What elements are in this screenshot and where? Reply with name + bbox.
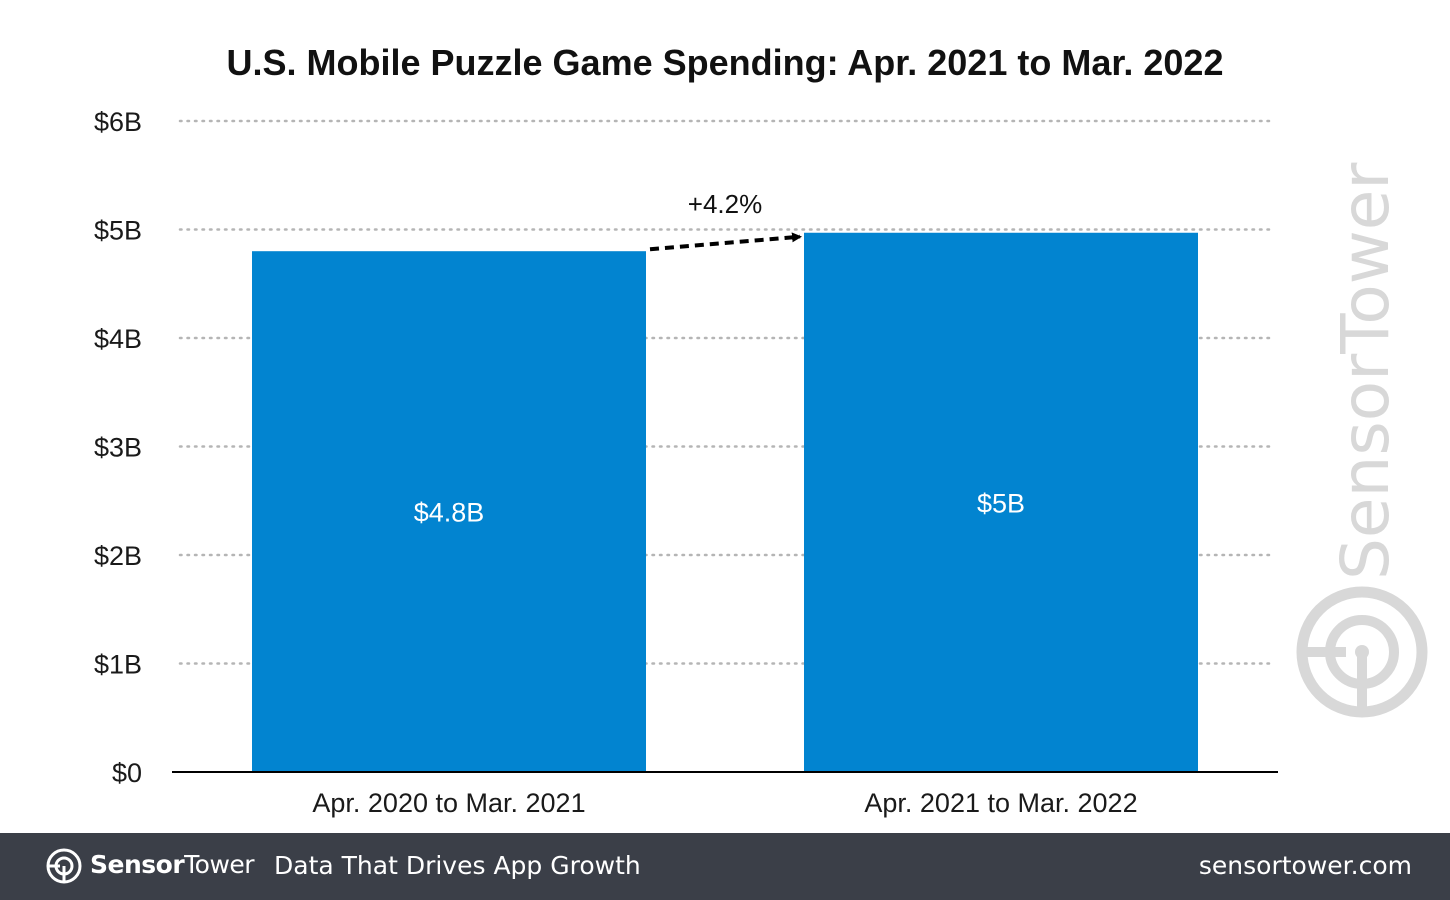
bars: $4.8B $5B [252, 232, 1198, 772]
y-tick-label: $6B [94, 107, 142, 137]
bar [252, 251, 646, 772]
y-tick-label: $5B [94, 216, 142, 246]
footer-tagline: Data That Drives App Growth [274, 851, 641, 880]
x-category-label: Apr. 2020 to Mar. 2021 [312, 788, 585, 818]
chart-title: U.S. Mobile Puzzle Game Spending: Apr. 2… [226, 42, 1224, 83]
footer-bar: SensorTower Data That Drives App Growth … [0, 833, 1450, 900]
y-tick-label: $0 [112, 758, 142, 788]
x-category-label: Apr. 2021 to Mar. 2022 [864, 788, 1137, 818]
watermark: SensorTower [1296, 162, 1428, 718]
y-tick-label: $3B [94, 433, 142, 463]
bar-value-label: $4.8B [414, 498, 485, 528]
chart-area: $0 $1B $2B $3B $4B $5B $6B $4.8B $5B Apr. 2020 … [94, 107, 1428, 818]
bar-value-label: $5B [977, 488, 1025, 518]
growth-annotation: +4.2% [649, 189, 802, 252]
growth-arrow [649, 232, 802, 252]
y-axis-ticks: $0 $1B $2B $3B $4B $5B $6B [94, 107, 142, 788]
sensortower-logo-icon [46, 848, 82, 884]
bar [804, 232, 1198, 772]
y-tick-label: $4B [94, 324, 142, 354]
sensortower-watermark-icon [1296, 586, 1428, 718]
footer-brand-rest: Tower [184, 850, 255, 879]
watermark-text: SensorTower [1327, 162, 1404, 580]
footer-brand: SensorTower [90, 850, 255, 879]
footer-brand-bold: Sensor [90, 850, 185, 879]
x-axis-labels: Apr. 2020 to Mar. 2021 Apr. 2021 to Mar. … [312, 788, 1137, 818]
y-tick-label: $2B [94, 541, 142, 571]
y-tick-label: $1B [94, 650, 142, 680]
footer-url[interactable]: sensortower.com [1198, 851, 1412, 880]
growth-label: +4.2% [688, 189, 762, 219]
